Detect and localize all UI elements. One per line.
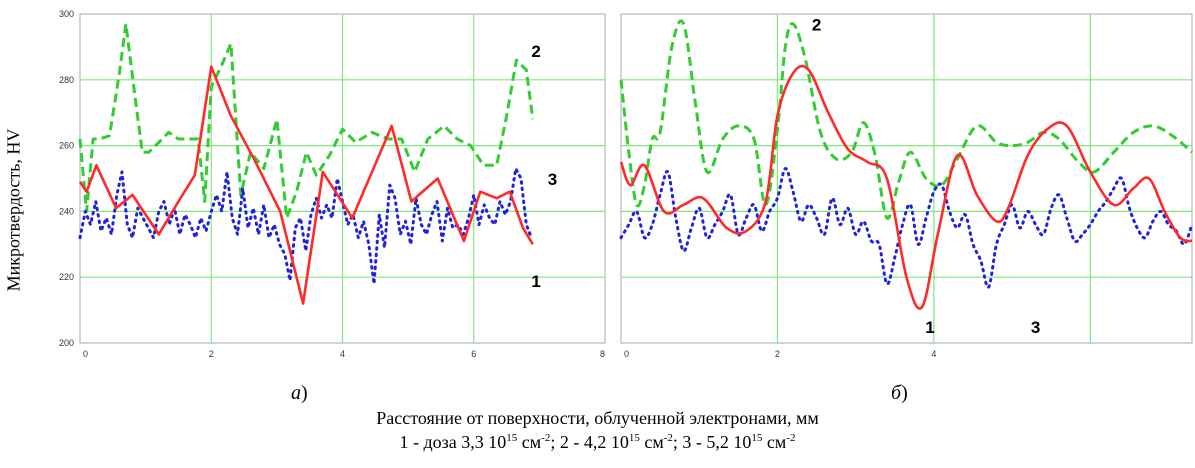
panel-b-x-tick-label: 2 [775, 349, 780, 359]
panel-b-series-2-line [619, 19, 1193, 220]
panel-a-curve-label-3: 3 [548, 170, 557, 189]
panel-b-curve-label-1: 1 [925, 318, 934, 337]
panel-b-curve-label-3: 3 [1031, 318, 1040, 337]
panel-label-a: а) [291, 382, 308, 404]
panel-b-x-tick-label: 4 [931, 349, 936, 359]
y-axis-label: Микротвердость, HV [3, 128, 24, 292]
x-axis-label: Расстояние от поверхности, облученной эл… [376, 408, 819, 428]
panel-a-x-tick-label: 6 [471, 349, 476, 359]
legend-series-1: 1 - доза 3,3 1015 см-2; [399, 432, 560, 452]
panel-b-curve-label-2: 2 [812, 15, 821, 34]
panel-a-series-1-line [78, 65, 534, 305]
legend-series-2: 2 - 4,2 1015 см-2; [559, 432, 683, 452]
panel-a-y-tick-label: 260 [59, 141, 74, 151]
panel-b-series-3-line [619, 167, 1194, 289]
panel-a-y-tick-label: 220 [59, 272, 74, 282]
panel-a-y-tick-label: 300 [59, 9, 74, 19]
legend: 1 - доза 3,3 1015 см-2; 2 - 4,2 1015 см-… [0, 432, 1195, 453]
panel-b-plot-area [620, 13, 1193, 344]
chart-figure: 200 220 240 260 280 300 0 2 4 6 8 2 3 1 0 2 4 2 1 3 [59, 9, 1194, 359]
panel-a-y-tick-label: 280 [59, 75, 74, 85]
panel-a-x-tick-label: 4 [340, 349, 345, 359]
legend-series-3: 3 - 5,2 1015 см-2 [682, 432, 796, 452]
panel-a-curve-label-2: 2 [531, 42, 540, 61]
panel-a-x-tick-label: 0 [83, 349, 88, 359]
panel-b-series-1-line [619, 64, 1193, 310]
panel-a-x-tick-label: 8 [600, 349, 605, 359]
panel-a-curve-label-1: 1 [531, 272, 540, 291]
panel-label-b: б) [891, 382, 908, 404]
panel-a-y-tick-label: 240 [59, 206, 74, 216]
panel-a-x-tick-label: 2 [209, 349, 214, 359]
panel-b-x-tick-label: 0 [624, 349, 629, 359]
panel-a-y-tick-label: 200 [59, 338, 74, 348]
